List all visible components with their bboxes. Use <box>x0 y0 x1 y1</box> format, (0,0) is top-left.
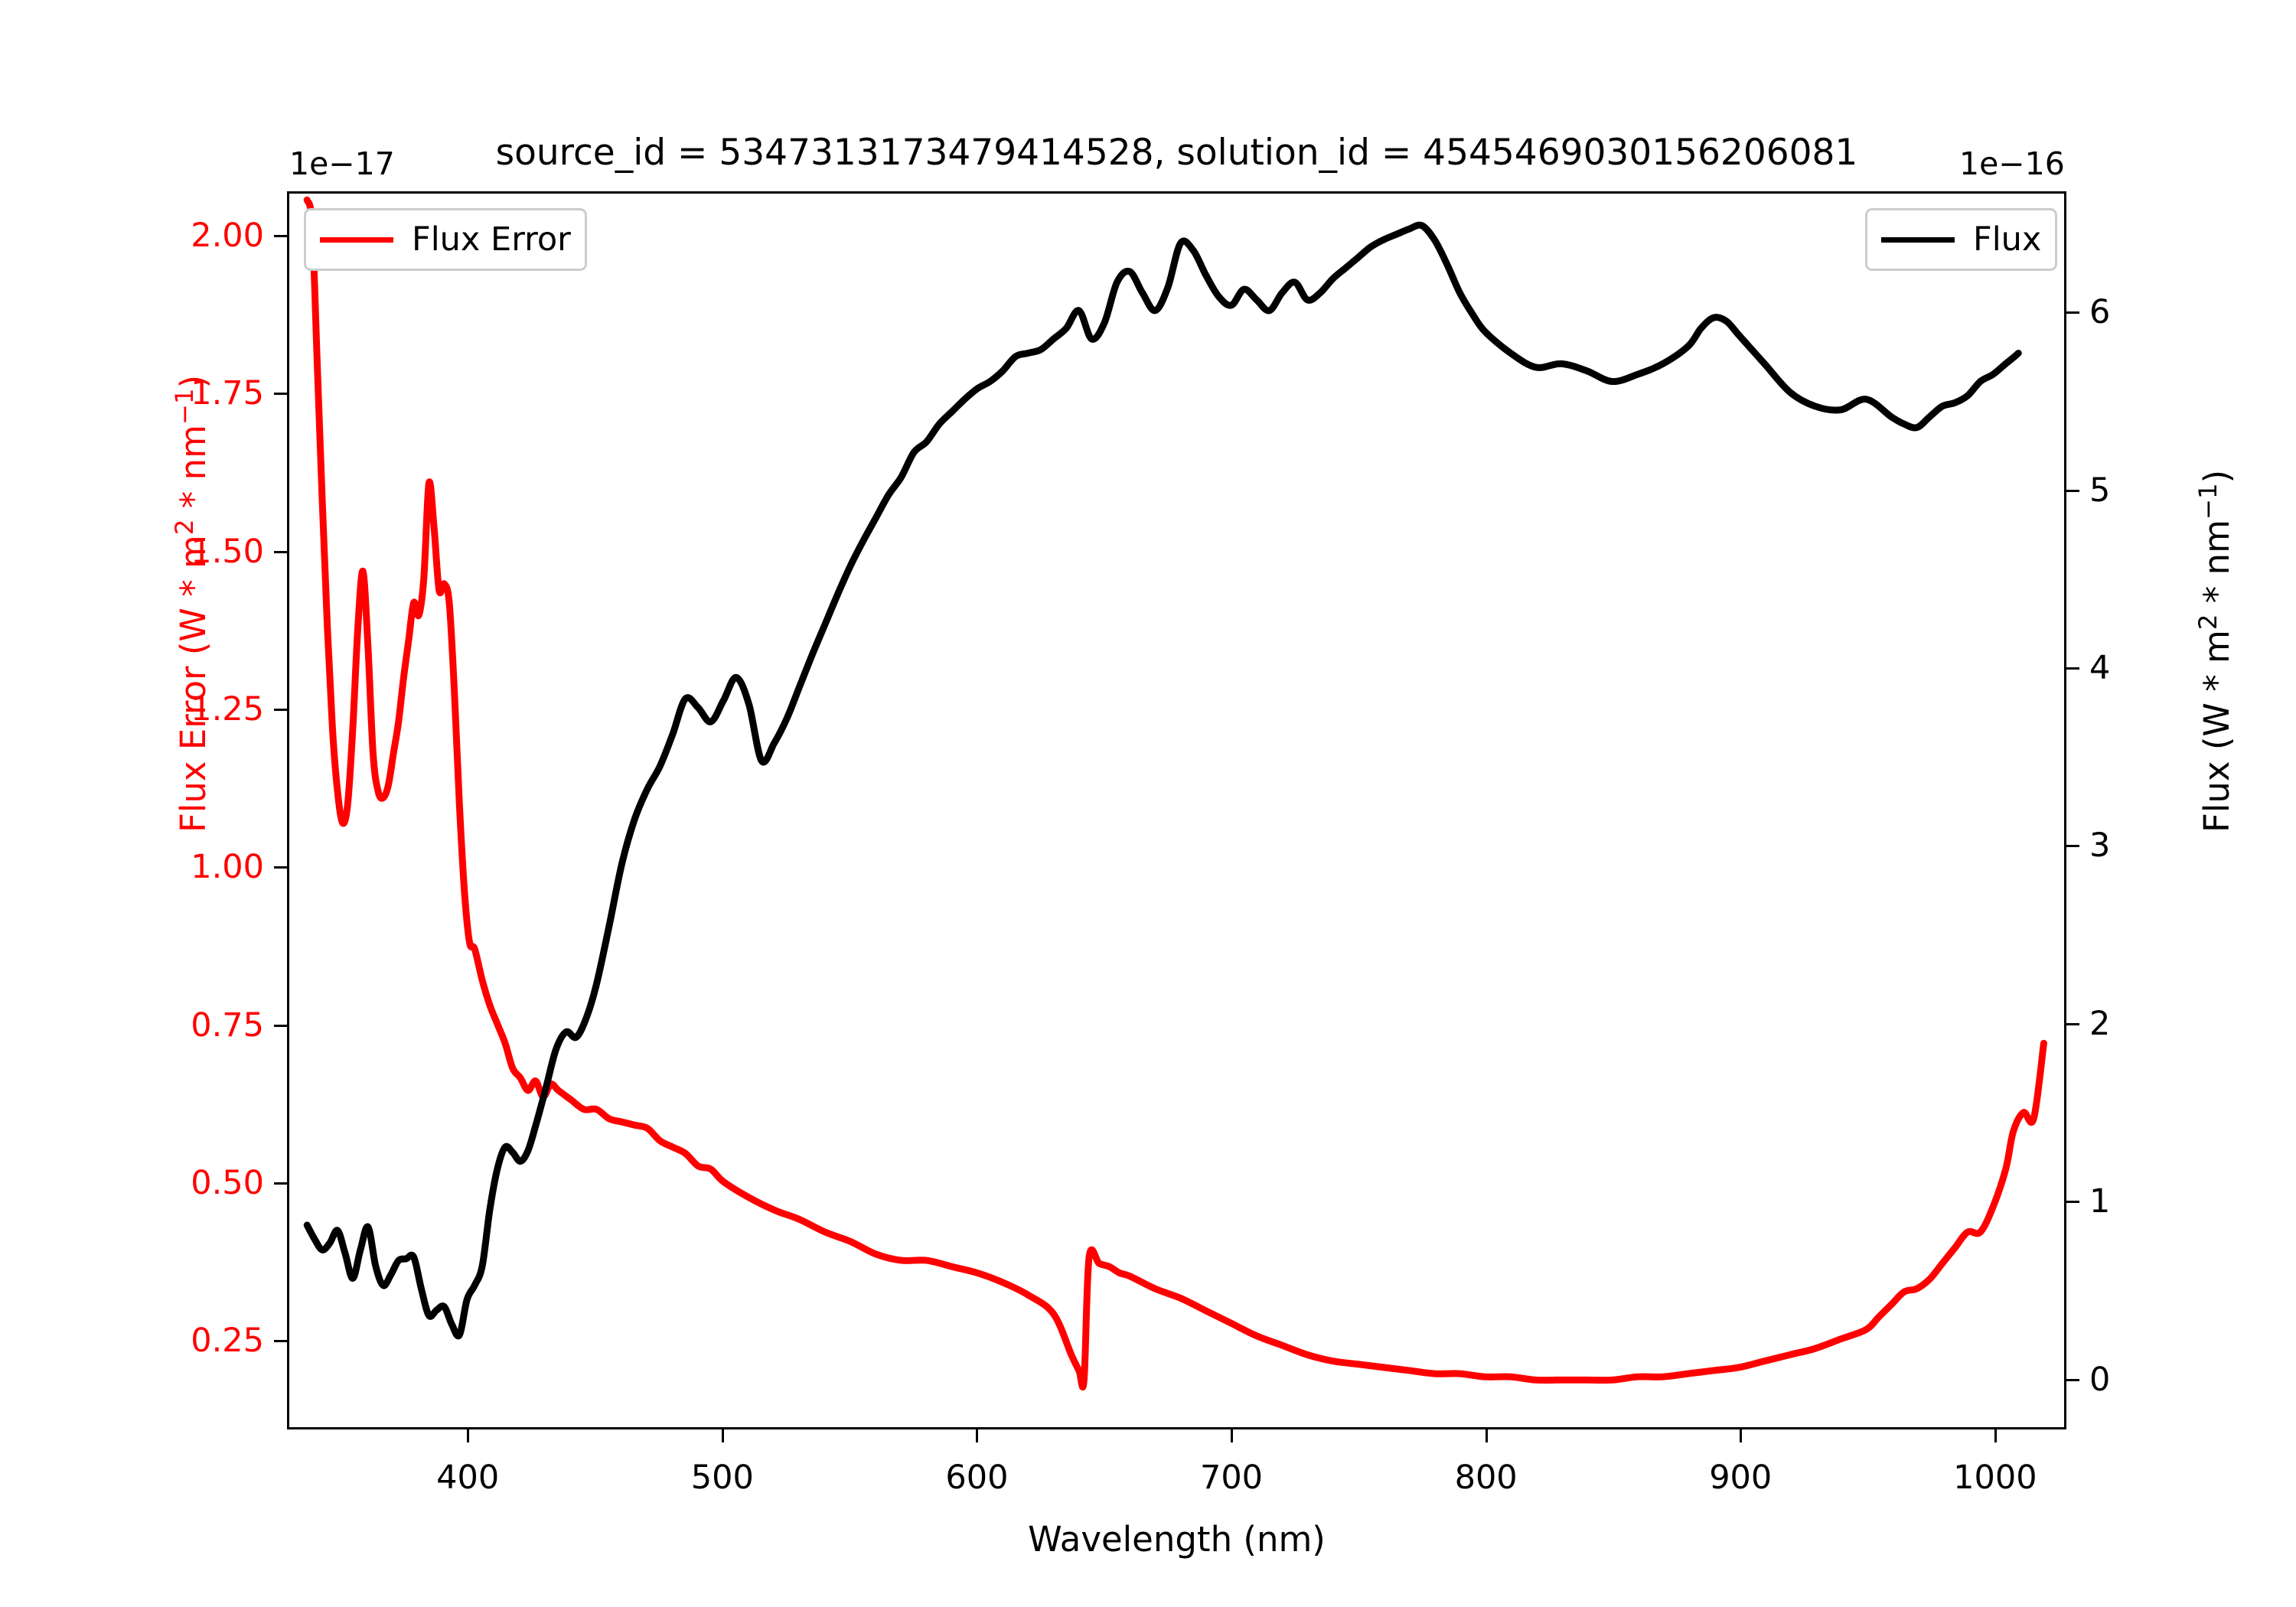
y-tickmark-right <box>2066 1201 2079 1204</box>
y-tick-label-left: 0.75 <box>191 1006 264 1045</box>
y-tick-label-left: 0.50 <box>191 1164 264 1203</box>
x-tickmark <box>467 1429 470 1442</box>
left-axis-offset-text: 1e−17 <box>289 145 395 182</box>
y-tickmark-right <box>2066 1022 2079 1025</box>
y-tick-label-right: 3 <box>2089 826 2111 865</box>
x-tick-label: 800 <box>1454 1459 1518 1497</box>
legend-flux-error[interactable]: Flux Error <box>304 208 587 271</box>
x-tickmark <box>1994 1429 1997 1442</box>
y-tick-label-left: 0.25 <box>191 1322 264 1361</box>
x-tickmark <box>1231 1429 1233 1442</box>
x-tickmark <box>721 1429 724 1442</box>
y-tickmark-left <box>274 550 287 553</box>
x-tickmark <box>1740 1429 1743 1442</box>
flux-error-line <box>303 196 2047 1391</box>
legend-flux[interactable]: Flux <box>1865 208 2058 271</box>
y-tickmark-right <box>2066 667 2079 670</box>
legend-label-flux: Flux <box>1973 220 2042 259</box>
y-tick-label-right: 4 <box>2089 649 2111 688</box>
y-tickmark-left <box>274 393 287 396</box>
right-axis-offset-text: 1e−16 <box>1959 145 2065 182</box>
y-tick-label-right: 5 <box>2089 471 2111 510</box>
chart-svg <box>303 196 2047 1391</box>
y-tickmark-left <box>274 708 287 711</box>
y-tickmark-left <box>274 866 287 869</box>
x-tick-label: 900 <box>1709 1459 1773 1497</box>
y-tickmark-left <box>274 1024 287 1027</box>
y-tick-label-left: 1.25 <box>191 689 264 729</box>
x-tickmark <box>1485 1429 1488 1442</box>
y-tick-label-left: 1.00 <box>191 848 264 887</box>
y-tickmark-right <box>2066 1378 2079 1381</box>
y-tick-label-right: 1 <box>2089 1182 2111 1221</box>
y-tickmark-left <box>274 1340 287 1343</box>
legend-line-icon-flux-error <box>320 236 393 243</box>
y-tickmark-right <box>2066 311 2079 315</box>
x-tick-label: 1000 <box>1953 1459 2037 1497</box>
y-tick-label-right: 6 <box>2089 293 2111 332</box>
right-y-axis-label: Flux (W * m2 * nm−1) <box>2193 469 2237 833</box>
legend-line-icon-flux <box>1881 236 1955 243</box>
x-tick-label: 400 <box>436 1459 500 1497</box>
page-title: source_id = 5347313173479414528, solutio… <box>495 132 1858 174</box>
plot-area <box>287 191 2066 1429</box>
y-tickmark-right <box>2066 489 2079 492</box>
x-axis-label: Wavelength (nm) <box>1028 1519 1326 1560</box>
legend-label-flux-error: Flux Error <box>412 220 571 259</box>
y-tick-label-left: 1.75 <box>191 374 264 413</box>
x-tick-label: 600 <box>945 1459 1009 1497</box>
x-tickmark <box>976 1429 979 1442</box>
y-tickmark-left <box>274 234 287 237</box>
y-tickmark-left <box>274 1182 287 1185</box>
y-tick-label-left: 2.00 <box>191 216 264 255</box>
y-tick-label-right: 2 <box>2089 1004 2111 1043</box>
left-y-axis-label: Flux Error (W * m2 * nm−1) <box>170 374 214 833</box>
flux-line <box>303 221 2022 1340</box>
y-tickmark-right <box>2066 845 2079 848</box>
x-tick-label: 500 <box>690 1459 754 1497</box>
x-tick-label: 700 <box>1199 1459 1264 1497</box>
y-tick-label-right: 0 <box>2089 1360 2111 1399</box>
y-tick-label-left: 1.50 <box>191 532 264 571</box>
